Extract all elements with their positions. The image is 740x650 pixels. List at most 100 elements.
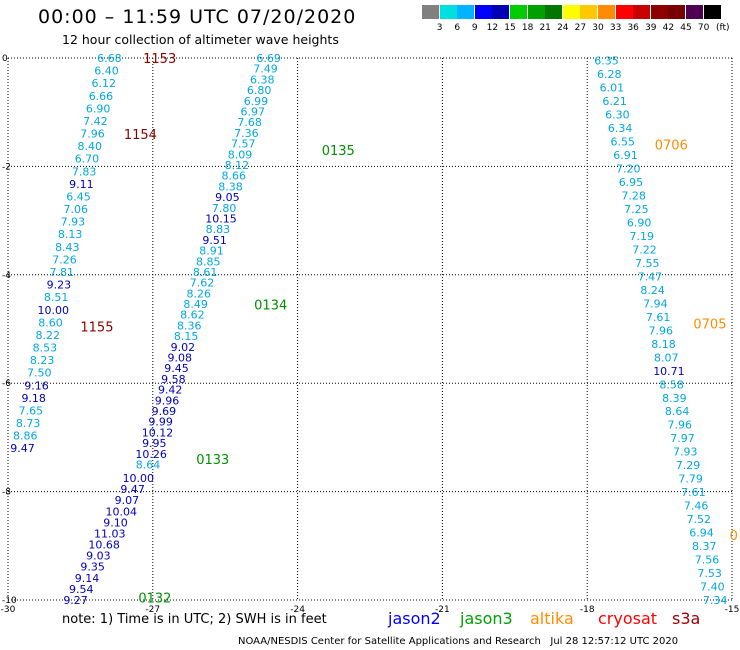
x-tick-label: -24	[290, 605, 305, 615]
wave-height-value: 9.23	[47, 279, 72, 292]
wave-height-value: 7.25	[624, 203, 649, 216]
wave-height-value: 8.66	[221, 170, 246, 183]
wave-height-value: 6.97	[241, 105, 266, 118]
wave-height-value: 9.35	[80, 561, 105, 574]
wave-height-value: 7.36	[234, 127, 259, 140]
legend-level-label: 24	[557, 23, 569, 33]
wave-height-value: 9.18	[21, 392, 46, 405]
wave-height-value: 6.12	[92, 77, 117, 90]
wave-height-value: 7.34	[703, 594, 728, 607]
wave-height-value: 6.38	[250, 73, 275, 86]
wave-height-value: 8.49	[183, 298, 208, 311]
wave-height-value: 9.03	[86, 550, 111, 563]
wave-height-value: 7.81	[49, 266, 74, 279]
wave-height-value: 7.50	[27, 367, 52, 380]
wave-height-value: 7.94	[643, 297, 668, 310]
wave-height-value: 8.64	[136, 459, 161, 472]
wave-height-value: 6.66	[89, 90, 114, 103]
wave-height-value: 7.61	[681, 486, 706, 499]
wave-height-value: 7.96	[80, 128, 105, 141]
wave-height-value: 7.96	[649, 324, 674, 337]
wave-height-value: 9.11	[69, 178, 94, 191]
wave-height-value: 10.26	[135, 448, 167, 461]
wave-height-value: 7.68	[237, 116, 262, 129]
wave-height-value: 6.45	[66, 190, 91, 203]
wave-height-value: 9.69	[152, 405, 177, 418]
satellite-label-jason3: jason3	[460, 609, 513, 628]
pass-time-label: 0705	[693, 318, 726, 333]
y-tick-label: -10	[2, 596, 17, 606]
wave-height-value: 7.93	[673, 446, 698, 459]
wave-height-value: 7.47	[638, 270, 663, 283]
wave-height-value: 7.46	[684, 500, 709, 513]
legend-swatch	[650, 5, 668, 19]
wave-height-value: 7.83	[72, 165, 97, 178]
legend-swatch	[703, 5, 721, 19]
legend-unit: (ft)	[716, 23, 730, 33]
wave-height-value: 8.85	[196, 255, 221, 268]
legend-level-label: 39	[645, 23, 657, 33]
wave-height-value: 9.08	[167, 352, 192, 365]
wave-height-value: 8.51	[44, 291, 69, 304]
pass-time-label: 1153	[143, 52, 176, 67]
pass-time-label: 0133	[196, 453, 229, 468]
wave-height-value: 7.42	[83, 115, 108, 128]
y-tick-label: -4	[2, 271, 11, 281]
wave-height-value: 6.01	[600, 82, 625, 95]
x-tick-label: -30	[1, 605, 16, 615]
wave-height-value: 6.95	[619, 176, 644, 189]
wave-height-value: 8.09	[228, 148, 253, 161]
wave-height-value: 9.99	[148, 416, 173, 429]
wave-height-value: 9.58	[161, 373, 186, 386]
legend-swatch	[510, 5, 527, 19]
legend-level-label: 36	[627, 23, 639, 33]
y-tick-label: 0	[2, 54, 8, 64]
legend-swatch	[668, 5, 686, 19]
legend-swatch	[633, 5, 651, 19]
pass-time-label: 1155	[80, 320, 113, 335]
x-tick-label: -18	[580, 605, 595, 615]
wave-height-value: 6.90	[86, 102, 111, 115]
wave-height-value: 8.61	[193, 266, 218, 279]
legend-level-label: 33	[609, 23, 622, 33]
legend-swatch	[492, 5, 510, 19]
wave-height-value: 9.45	[164, 362, 189, 375]
wave-height-value: 8.18	[651, 338, 676, 351]
wave-height-value: 7.79	[678, 473, 703, 486]
x-tick-label: -15	[725, 605, 740, 615]
legend-swatch	[527, 5, 545, 19]
wave-height-value: 7.29	[676, 459, 701, 472]
wave-height-value: 7.61	[646, 311, 671, 324]
wave-height-value: 9.47	[120, 483, 145, 496]
wave-height-value: 7.52	[687, 513, 712, 526]
legend-level-label: 15	[504, 23, 516, 33]
wave-height-value: 10.15	[205, 212, 237, 225]
wave-height-value: 8.13	[58, 228, 83, 241]
legend-level-label: 21	[539, 23, 551, 33]
satellite-label-cryosat: cryosat	[598, 609, 658, 628]
wave-height-value: 8.83	[206, 223, 231, 236]
wave-height-value: 11.03	[94, 527, 126, 540]
wave-height-value: 9.14	[75, 572, 100, 585]
wave-height-value: 9.42	[158, 384, 183, 397]
footer-credit: NOAA/NESDIS Center for Satellite Applica…	[238, 636, 679, 647]
pass-time-label: 0135	[322, 144, 355, 159]
wave-height-value: 7.96	[668, 419, 693, 432]
pass-time-label: 0706	[655, 139, 688, 154]
page-subtitle: 12 hour collection of altimeter wave hei…	[62, 32, 339, 47]
legend-swatch	[422, 5, 439, 19]
wave-height-value: 8.73	[16, 417, 41, 430]
legend-swatch	[474, 5, 492, 19]
legend-swatch	[562, 5, 580, 19]
wave-height-value: 7.97	[670, 432, 695, 445]
wave-height-value: 6.70	[75, 153, 100, 166]
legend-level-label: 18	[521, 23, 534, 33]
legend-level-label: 12	[486, 23, 499, 33]
wave-height-value: 7.26	[52, 253, 77, 266]
legend-level-label: 30	[592, 23, 604, 33]
wave-height-value: 8.91	[199, 245, 224, 258]
wave-height-value: 7.20	[616, 163, 641, 176]
wave-height-value: 9.27	[63, 594, 88, 607]
wave-height-value: 8.07	[654, 351, 679, 364]
wave-height-value: 8.40	[77, 140, 102, 153]
